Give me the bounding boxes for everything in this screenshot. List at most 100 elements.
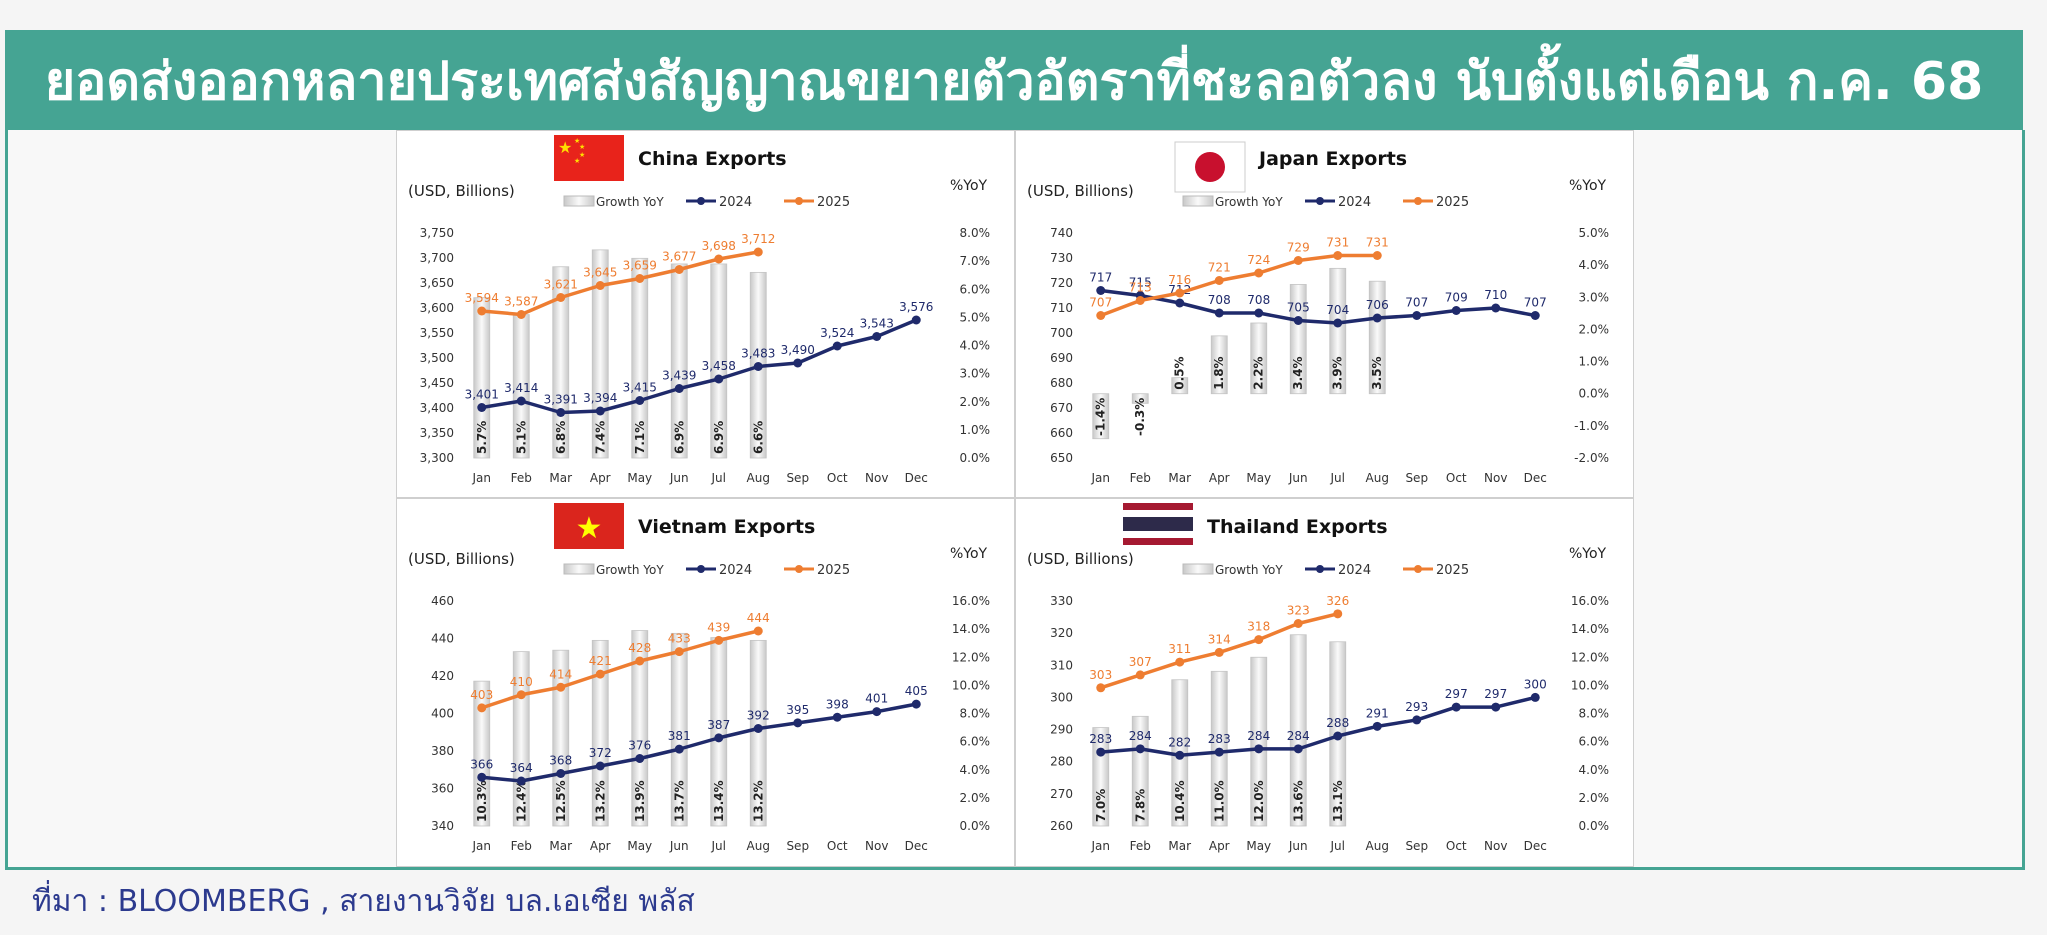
point-2024 (635, 754, 645, 763)
y2-tick-label: 12.0% (952, 650, 990, 664)
y2-tick-label: 4.0% (1579, 258, 1610, 272)
growth-bar-label: 11.0% (1212, 780, 1226, 822)
point-2024 (1491, 303, 1501, 313)
legend-label-growth: Growth YoY (1215, 195, 1283, 209)
y-tick-label: 730 (1050, 251, 1073, 265)
growth-bar-label: 7.0% (1094, 789, 1108, 822)
y2-tick-label: 7.0% (960, 254, 991, 268)
point-2025 (1096, 311, 1106, 320)
y2-tick-label: 2.0% (960, 395, 991, 409)
x-tick-label: Apr (590, 839, 611, 853)
point-label-2024: 3,414 (504, 381, 538, 395)
point-2024 (1214, 308, 1224, 318)
point-2024 (1412, 311, 1422, 320)
point-2024 (1451, 306, 1461, 315)
chart-title: China Exports (638, 148, 787, 170)
point-2024 (556, 769, 566, 778)
growth-bar-label: 3.5% (1370, 356, 1384, 389)
y2-tick-label: 6.0% (960, 735, 991, 749)
point-label-2025: 3,594 (465, 291, 499, 305)
point-2024 (1175, 298, 1185, 308)
y-tick-label: 690 (1050, 351, 1073, 365)
y-tick-label: 380 (431, 744, 454, 758)
point-label-2025: 323 (1287, 604, 1310, 618)
x-tick-label: Jan (1091, 471, 1111, 485)
point-label-2024: 284 (1247, 729, 1270, 743)
growth-bar-label: 13.2% (593, 780, 607, 822)
growth-bar-label: 7.8% (1133, 789, 1147, 822)
point-2025 (674, 265, 684, 274)
legend-swatch-growth (1182, 563, 1214, 575)
flag-small-star: ★ (574, 157, 580, 165)
thailand-flag (1123, 503, 1193, 545)
point-label-2025: 3,712 (741, 232, 775, 246)
y2-tick-label: 8.0% (960, 226, 991, 240)
y2-tick-label: 2.0% (1579, 322, 1610, 336)
growth-bar-label: 13.6% (1291, 780, 1305, 822)
legend-marker-2025 (1414, 565, 1422, 573)
point-label-2024: 300 (1524, 677, 1547, 691)
y-tick-label: 3,300 (420, 451, 454, 465)
point-label-2024: 715 (1129, 276, 1152, 290)
point-label-2025: 314 (1208, 632, 1231, 646)
growth-bar-label: 1.8% (1212, 356, 1226, 389)
growth-bar (1289, 634, 1307, 827)
y-tick-label: 680 (1050, 376, 1073, 390)
point-label-2025: 307 (1129, 655, 1152, 669)
point-label-2024: 717 (1089, 271, 1112, 285)
point-label-2025: 729 (1287, 241, 1310, 255)
growth-bar (1250, 656, 1268, 827)
x-tick-label: Jan (1091, 839, 1111, 853)
x-tick-label: Apr (1209, 839, 1230, 853)
x-tick-label: Jul (1330, 471, 1345, 485)
chart-title: Japan Exports (1257, 148, 1407, 170)
x-tick-label: May (627, 839, 652, 853)
y-tick-label: 280 (1050, 755, 1073, 769)
x-tick-label: Jul (711, 839, 726, 853)
point-2025 (753, 626, 763, 636)
flag-small-star: ★ (579, 143, 585, 151)
x-tick-label: Feb (1130, 839, 1151, 853)
growth-bar-label: 6.9% (672, 421, 686, 454)
growth-bar-label: 12.4% (514, 780, 528, 822)
point-label-2024: 3,439 (662, 369, 696, 383)
point-2025 (1214, 647, 1224, 657)
y2-tick-label: 8.0% (1579, 707, 1610, 721)
point-2025 (595, 669, 605, 679)
point-label-2025: 303 (1089, 668, 1112, 682)
point-label-2024: 3,490 (781, 343, 815, 357)
point-2024 (872, 332, 882, 341)
x-tick-label: Feb (1130, 471, 1151, 485)
point-label-2024: 3,415 (623, 381, 657, 395)
point-label-2024: 284 (1287, 729, 1310, 743)
y2-tick-label: 12.0% (1571, 650, 1609, 664)
point-2025 (714, 635, 724, 645)
y-tick-label: 300 (1050, 690, 1073, 704)
x-tick-label: Nov (1484, 471, 1507, 485)
legend-label-2025: 2025 (1436, 563, 1469, 578)
point-2025 (1175, 657, 1185, 667)
y-tick-label: 340 (431, 819, 454, 833)
y-tick-label: 460 (431, 594, 454, 608)
charts-svg: ★ ★★★★ China Exports(USD, Billions) %YoYGro… (396, 130, 1634, 867)
flag-field (554, 503, 624, 549)
chart-japan: Japan Exports (USD, Billions) %YoY Growth Y… (1027, 141, 1610, 485)
line-2024 (481, 702, 917, 783)
point-label-2024: 368 (549, 754, 572, 768)
x-tick-label: Apr (1209, 471, 1230, 485)
growth-bar (1329, 267, 1347, 395)
point-2024 (1372, 721, 1382, 731)
legend-marker-2025 (795, 197, 803, 205)
legend-label-2024: 2024 (719, 195, 752, 210)
point-2025 (714, 254, 724, 264)
point-label-2024: 381 (668, 729, 691, 743)
x-tick-label: Jan (472, 839, 492, 853)
y-tick-label: 720 (1050, 276, 1073, 290)
x-tick-label: Feb (511, 471, 532, 485)
point-2025 (1333, 251, 1343, 260)
point-2025 (1096, 683, 1106, 693)
y-tick-label: 650 (1050, 451, 1073, 465)
y2-tick-label: 4.0% (960, 763, 991, 777)
line-2025 (481, 250, 759, 317)
flag-star: ★ (558, 138, 572, 157)
